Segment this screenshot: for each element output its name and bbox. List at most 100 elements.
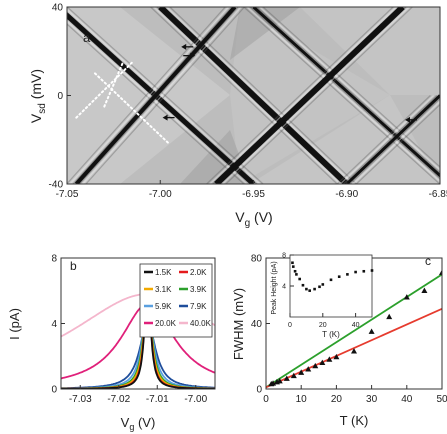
conductance-stripe (225, 7, 413, 184)
y-tick-label: 4 (282, 283, 286, 290)
x-tick-label: 40 (352, 322, 360, 329)
peak-height-point (329, 278, 333, 282)
peak-height-point (337, 275, 341, 278)
fwhm-point (368, 328, 375, 334)
conductance-stripe (82, 7, 242, 184)
diamond-edge (252, 7, 440, 178)
legend-box (139, 263, 213, 338)
panel-c-letter: c (425, 254, 431, 268)
conductance-stripe (343, 95, 438, 184)
x-tick-label: -7.00 (184, 394, 207, 405)
fwhm-point (326, 356, 333, 362)
dotted-guide (75, 61, 134, 119)
conductance-stripe (69, 7, 229, 184)
x-tick-label: -7.00 (149, 189, 172, 200)
peak-height-point (362, 269, 366, 273)
fwhm-point (439, 269, 442, 275)
panel-b-current-peaks: b 1.5K 2.0K 3.1K 3.9K 5.9K 7.9K 20.0K 40.0K -7.… (7, 254, 216, 432)
fwhm-point (298, 369, 305, 375)
panel-a-conductance-lines (67, 7, 440, 184)
x-tick-label: -7.03 (69, 394, 92, 405)
panel-b-legend: 1.5K 2.0K 3.1K 3.9K 5.9K 7.9K 20.0K 40.0K (139, 263, 213, 338)
panel-c-inset: 0 20 40 48 T (K) Peak Height (pA) (271, 252, 374, 339)
fwhm-point (276, 377, 283, 384)
x-tick-label: -7.05 (56, 189, 79, 200)
conductance-stripe (256, 7, 440, 174)
arrow-head (181, 43, 187, 50)
y-tick-label: 0 (57, 91, 63, 102)
diamond-edge (158, 7, 349, 184)
x-tick-label: 20 (319, 322, 327, 329)
arrow-head (162, 114, 168, 121)
conductance-stripe (355, 103, 440, 184)
peak-height-point (298, 277, 301, 281)
panel-c-x-axis-label: T (K) (340, 413, 369, 428)
peak-height-point (295, 273, 298, 276)
conductance-stripe (67, 8, 261, 184)
x-tick-label: -7.01 (146, 394, 169, 405)
panel-c-y-axis-label: FWHM (mV) (231, 288, 246, 360)
panel-c-fit-lines (266, 273, 442, 389)
x-tick-label: -6.90 (335, 189, 358, 200)
coulomb-diamond (230, 7, 300, 60)
panel-a-x-axis-label: Vg (V) (235, 209, 272, 229)
conductance-stripe (259, 7, 440, 171)
conductance-stripe (206, 7, 394, 184)
conductance-stripe (243, 7, 440, 184)
panel-a-dotted-guides (75, 61, 171, 146)
x-tick-label: -7.02 (107, 394, 130, 405)
fwhm-point (421, 287, 428, 293)
fwhm-point (305, 366, 312, 372)
diamond-edge (345, 94, 440, 184)
x-tick-label: 30 (366, 394, 378, 405)
peak-height-point (318, 285, 321, 289)
conductance-stripe (85, 7, 245, 184)
peak-height-point (346, 273, 349, 276)
x-tick-label: 10 (296, 394, 308, 405)
y-tick-label: 80 (251, 254, 263, 265)
fwhm-point (312, 362, 319, 369)
fwhm-point (403, 294, 410, 300)
panel-a-y-ticks: 40 0 -40 (49, 3, 71, 191)
peak-height-point (293, 269, 297, 273)
dotted-guide (93, 72, 171, 146)
conductance-stripe (67, 7, 226, 184)
conductance-stripe (79, 7, 239, 184)
legend-label: 2.0K (190, 268, 207, 277)
conductance-stripe (166, 7, 354, 184)
peak-height-point (301, 283, 305, 287)
x-tick-label: 20 (331, 394, 343, 405)
legend-label: 5.9K (155, 302, 172, 311)
y-tick-label: 40 (251, 319, 263, 330)
legend-label: 3.9K (190, 285, 207, 294)
conductance-stripe (209, 7, 397, 184)
y-tick-label: 0 (256, 385, 262, 396)
x-tick-label: 50 (436, 394, 447, 405)
conductance-stripe (67, 20, 248, 184)
inset-y-axis-label: Peak Height (pA) (271, 261, 278, 314)
peak-height-point (291, 265, 295, 268)
x-tick-label: -6.95 (242, 189, 265, 200)
inset-x-axis-label: T (K) (322, 330, 340, 339)
legend-label: 7.9K (190, 302, 207, 311)
panel-c-x-ticks: 0 10 20 30 40 50 (263, 385, 447, 405)
y-tick-label: 8 (282, 252, 286, 259)
fit-line (266, 273, 442, 389)
inset-y-ticks: 48 (282, 252, 294, 290)
conductance-stripe (150, 7, 338, 184)
conductance-stripe (339, 95, 435, 184)
fwhm-point (333, 353, 340, 360)
fwhm-point (386, 313, 393, 320)
y-tick-label: 4 (51, 319, 57, 330)
conductance-stripe (67, 23, 245, 184)
conductance-stripe (246, 7, 440, 183)
dotted-guide (103, 61, 124, 108)
panel-c-data-points (268, 269, 442, 387)
conductance-stripe (153, 7, 341, 184)
peak-height-point (305, 287, 308, 291)
conductance-stripe (336, 95, 431, 184)
arrow-head (405, 116, 411, 123)
peak-height-point (321, 283, 325, 286)
x-tick-label: 0 (288, 322, 292, 329)
